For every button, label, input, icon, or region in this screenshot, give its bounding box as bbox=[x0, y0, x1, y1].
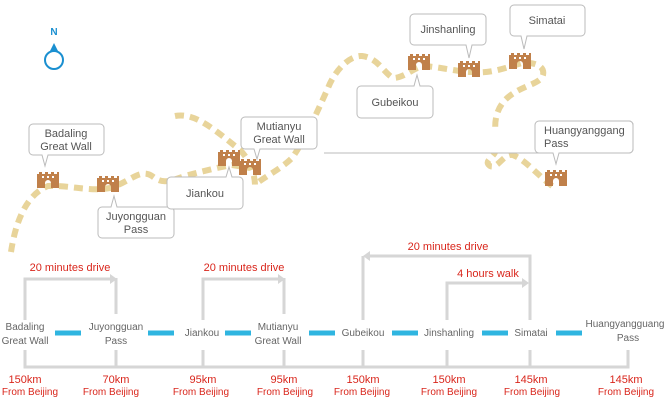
station-distance: 95km bbox=[271, 374, 298, 386]
station-name: Jinshanling bbox=[424, 328, 474, 339]
station-name: Gubeikou bbox=[342, 328, 385, 339]
timeline-station[interactable]: Badaling Great Wall 150km From Beijing bbox=[2, 322, 59, 398]
timeline-station[interactable]: Mutianyu Great Wall 95km From Beijing bbox=[255, 322, 314, 398]
station-name: Simatai bbox=[514, 328, 547, 339]
station-name: Great Wall bbox=[255, 336, 302, 347]
station-from: From Beijing bbox=[173, 387, 229, 398]
station-name: Great Wall bbox=[2, 336, 49, 347]
station-from: From Beijing bbox=[83, 387, 139, 398]
station-from: From Beijing bbox=[598, 387, 654, 398]
compass-label: N bbox=[50, 27, 57, 38]
great-wall-path bbox=[8, 53, 557, 253]
site-label: Badaling bbox=[45, 128, 88, 140]
site-label: Juyongguan bbox=[106, 211, 166, 223]
station-name: Pass bbox=[617, 333, 639, 344]
route-label: 20 minutes drive bbox=[204, 262, 285, 274]
timeline-station[interactable]: Huangyangguang Pass 145km From Beijing bbox=[586, 319, 665, 398]
site-callout-juyongguan[interactable]: Juyongguan Pass bbox=[97, 194, 175, 239]
station-distance: 95km bbox=[190, 374, 217, 386]
route-label: 20 minutes drive bbox=[408, 241, 489, 253]
timeline-station[interactable]: Gubeikou 150km From Beijing bbox=[334, 328, 390, 398]
site-callout-mutianyu[interactable]: Mutianyu Great Wall bbox=[240, 116, 318, 161]
route-label: 4 hours walk bbox=[457, 268, 519, 280]
station-name: Badaling bbox=[6, 322, 45, 333]
station-from: From Beijing bbox=[421, 387, 477, 398]
site-label: Jinshanling bbox=[420, 24, 475, 36]
site-callout-simatai[interactable]: Simatai bbox=[509, 4, 586, 50]
north-arrow-icon bbox=[50, 43, 58, 51]
site-callout-huangyanggang-label[interactable]: Huangyanggang Pass bbox=[324, 120, 634, 166]
site-label: Great Wall bbox=[40, 141, 92, 153]
timeline-station[interactable]: Juyongguan Pass 70km From Beijing bbox=[83, 322, 143, 398]
timeline-station[interactable]: Simatai 145km From Beijing bbox=[504, 328, 560, 398]
site-label: Pass bbox=[544, 138, 569, 150]
station-from: From Beijing bbox=[504, 387, 560, 398]
site-callout-badaling[interactable]: Badaling Great Wall bbox=[28, 123, 105, 168]
site-label: Jiankou bbox=[186, 188, 224, 200]
station-name: Jiankou bbox=[185, 328, 219, 339]
site-callout-jinshanling[interactable]: Jinshanling bbox=[409, 13, 487, 59]
station-from: From Beijing bbox=[334, 387, 390, 398]
station-name: Juyongguan bbox=[89, 322, 144, 333]
station-name: Mutianyu bbox=[258, 322, 299, 333]
site-callout-jiankou[interactable]: Jiankou bbox=[166, 165, 244, 210]
timeline-lines bbox=[23, 251, 630, 369]
timeline-station[interactable]: Jinshanling 150km From Beijing bbox=[421, 328, 477, 398]
site-label: Huangyanggang bbox=[544, 125, 625, 137]
station-from: From Beijing bbox=[257, 387, 313, 398]
site-label: Pass bbox=[124, 224, 149, 236]
station-distance: 150km bbox=[346, 374, 379, 386]
station-from: From Beijing bbox=[2, 387, 58, 398]
timeline-station[interactable]: Jiankou 95km From Beijing bbox=[173, 328, 229, 398]
route-label: 20 minutes drive bbox=[30, 262, 111, 274]
compass: N bbox=[44, 27, 64, 70]
site-label: Simatai bbox=[529, 15, 566, 27]
station-distance: 70km bbox=[103, 374, 130, 386]
site-label: Gubeikou bbox=[371, 97, 418, 109]
station-name: Pass bbox=[105, 336, 127, 347]
station-distance: 150km bbox=[8, 374, 41, 386]
compass-circle-icon bbox=[44, 50, 64, 70]
station-distance: 150km bbox=[432, 374, 465, 386]
site-label: Mutianyu bbox=[257, 121, 302, 133]
site-label: Great Wall bbox=[253, 134, 305, 146]
station-distance: 145km bbox=[609, 374, 642, 386]
station-name: Huangyangguang bbox=[586, 319, 665, 330]
site-callout-gubeikou[interactable]: Gubeikou bbox=[356, 73, 434, 119]
station-distance: 145km bbox=[514, 374, 547, 386]
